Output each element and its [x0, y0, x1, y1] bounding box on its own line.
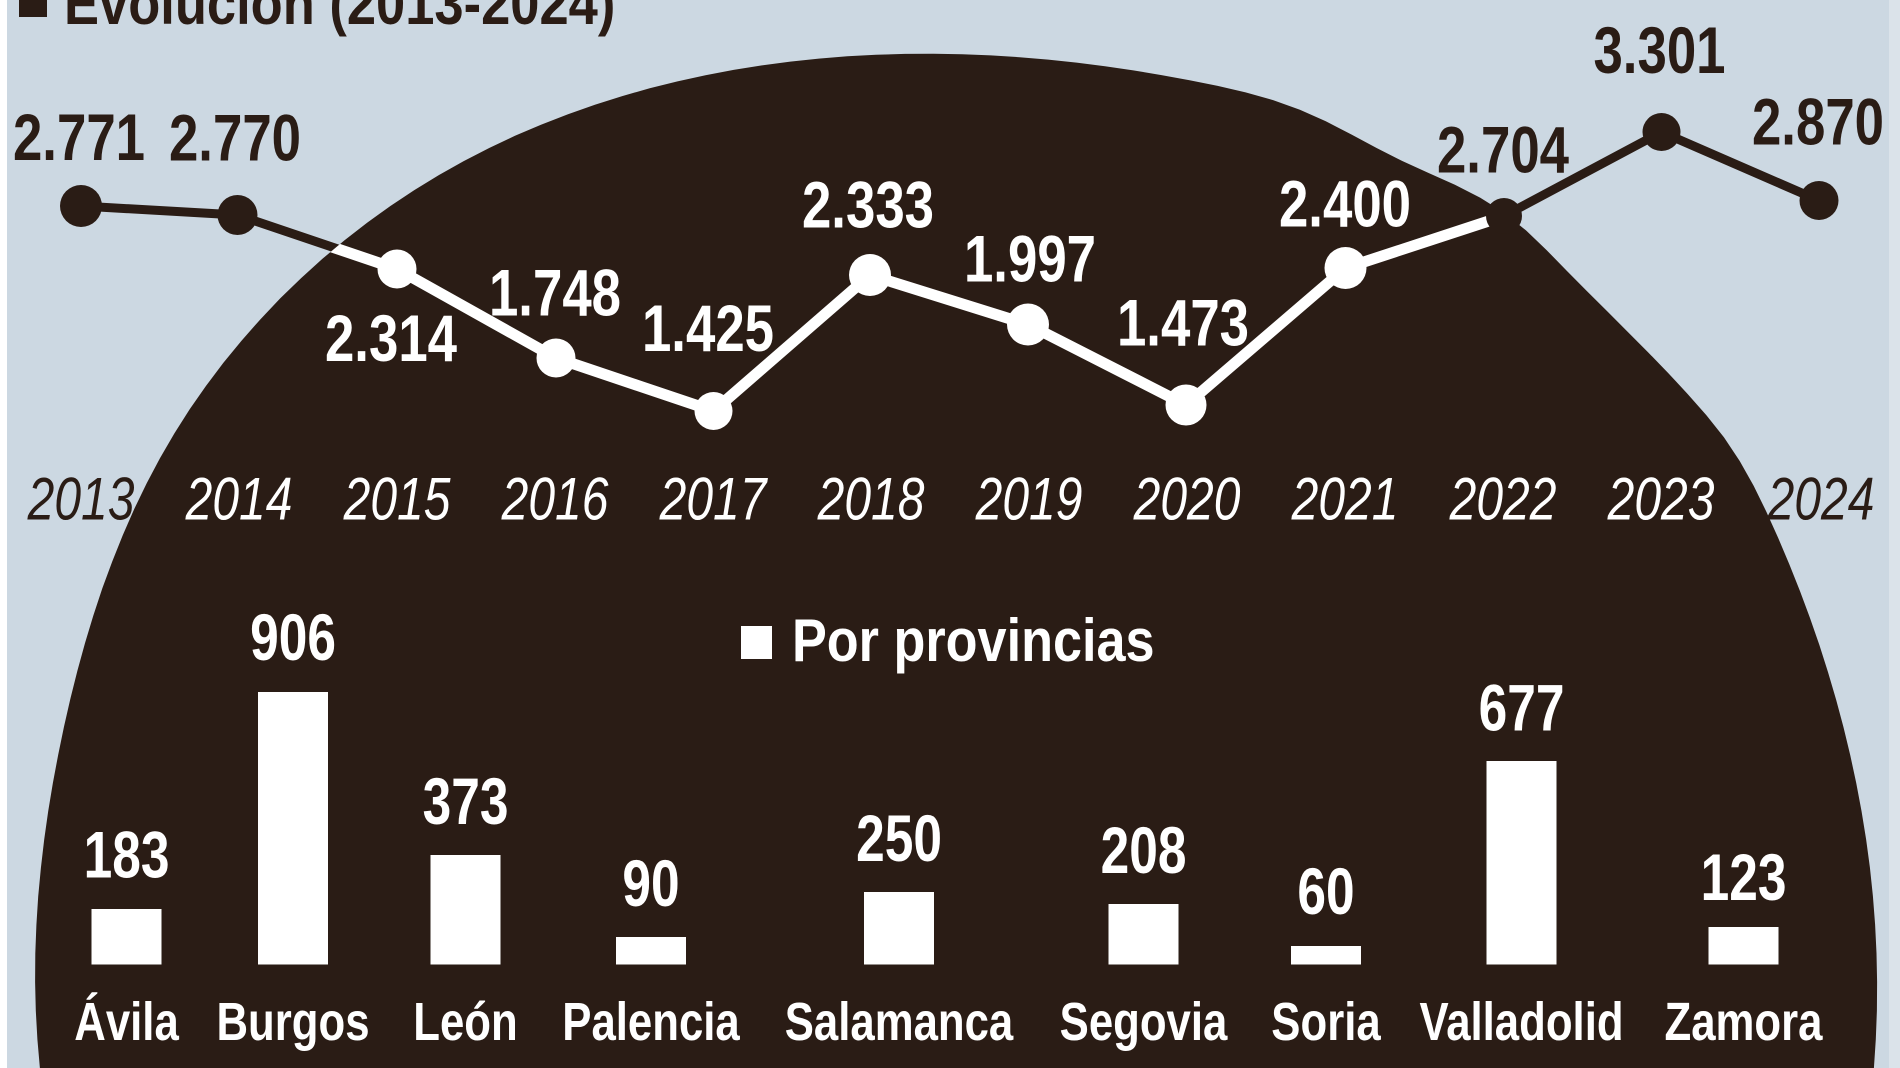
svg-text:1.473: 1.473	[1117, 286, 1249, 360]
svg-text:2023: 2023	[1607, 465, 1715, 532]
svg-text:2.314: 2.314	[325, 301, 457, 375]
svg-text:Burgos: Burgos	[216, 993, 369, 1052]
svg-text:León: León	[413, 993, 517, 1052]
svg-text:60: 60	[1297, 854, 1354, 929]
svg-text:Zamora: Zamora	[1665, 993, 1824, 1052]
svg-text:906: 906	[250, 600, 336, 675]
svg-text:Por provincias: Por provincias	[792, 607, 1155, 674]
svg-text:2021: 2021	[1291, 465, 1399, 532]
svg-text:Ávila: Ávila	[74, 991, 179, 1053]
svg-text:183: 183	[84, 817, 170, 892]
svg-text:Segovia: Segovia	[1060, 993, 1228, 1052]
svg-text:3.301: 3.301	[1593, 13, 1725, 87]
svg-text:2014: 2014	[185, 465, 293, 532]
svg-text:677: 677	[1479, 670, 1565, 745]
svg-text:2015: 2015	[343, 465, 451, 532]
svg-text:2.770: 2.770	[169, 101, 301, 175]
svg-text:2018: 2018	[817, 465, 925, 532]
svg-text:250: 250	[856, 801, 942, 876]
svg-text:2013: 2013	[27, 465, 135, 532]
svg-text:2.771: 2.771	[13, 100, 145, 174]
svg-text:Salamanca: Salamanca	[785, 993, 1014, 1052]
svg-text:2020: 2020	[1133, 465, 1241, 532]
svg-text:Evolución (2013-2024): Evolución (2013-2024)	[64, 0, 615, 37]
svg-text:90: 90	[622, 846, 679, 921]
svg-text:Soria: Soria	[1271, 993, 1381, 1052]
svg-text:2022: 2022	[1449, 465, 1557, 532]
svg-text:1.997: 1.997	[964, 222, 1096, 296]
svg-text:Palencia: Palencia	[562, 993, 740, 1052]
svg-text:2.333: 2.333	[802, 168, 934, 242]
svg-text:1.425: 1.425	[642, 291, 774, 365]
svg-text:208: 208	[1101, 813, 1187, 888]
svg-text:2.400: 2.400	[1279, 167, 1411, 241]
svg-text:1.748: 1.748	[489, 256, 621, 330]
svg-text:2.870: 2.870	[1752, 85, 1884, 159]
svg-text:123: 123	[1701, 840, 1787, 915]
svg-text:2024: 2024	[1767, 465, 1875, 532]
svg-text:373: 373	[423, 764, 509, 839]
svg-text:2017: 2017	[659, 465, 768, 532]
svg-text:2.704: 2.704	[1437, 113, 1569, 187]
svg-text:2016: 2016	[501, 465, 609, 532]
svg-text:Valladolid: Valladolid	[1419, 993, 1623, 1052]
svg-text:2019: 2019	[975, 465, 1083, 532]
